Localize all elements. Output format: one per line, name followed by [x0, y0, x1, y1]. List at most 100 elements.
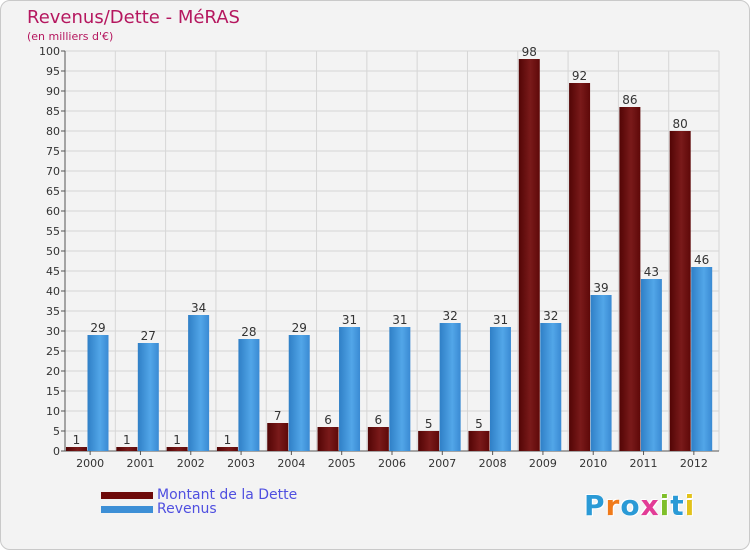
bar-debt-2011	[619, 107, 641, 451]
x-tick-label-2012: 2012	[680, 457, 708, 470]
data-label-debt-2008: 5	[475, 417, 483, 431]
legend-item-revenus: Revenus	[101, 501, 217, 517]
data-label-debt-2012: 80	[673, 117, 688, 131]
data-label-revenus-2004: 29	[292, 321, 307, 335]
y-tick-label: 15	[46, 385, 60, 398]
data-label-revenus-2001: 27	[141, 329, 156, 343]
data-label-debt-2007: 5	[425, 417, 433, 431]
bar-layer	[66, 59, 713, 451]
logo-letter: i	[659, 489, 671, 522]
chart-title: Revenus/Dette - MéRAS	[27, 7, 240, 28]
logo-letter: x	[640, 489, 660, 522]
bar-revenus-2006	[389, 327, 411, 451]
legend-label-debt: Montant de la Dette	[157, 487, 298, 503]
bar-debt-2004	[267, 423, 289, 451]
data-label-debt-2011: 86	[622, 93, 637, 107]
data-label-revenus-2005: 31	[342, 313, 357, 327]
y-tick-label: 100	[39, 45, 60, 58]
data-label-revenus-2002: 34	[191, 301, 206, 315]
bar-debt-2007	[418, 431, 440, 451]
x-tick-label-2004: 2004	[277, 457, 305, 470]
x-tick-label-2000: 2000	[76, 457, 104, 470]
x-tick-label-2010: 2010	[579, 457, 607, 470]
bar-revenus-2001	[137, 343, 159, 451]
bar-debt-2010	[569, 83, 591, 451]
data-label-revenus-2006: 31	[392, 313, 407, 327]
x-tick-label-2003: 2003	[227, 457, 255, 470]
data-label-revenus-2010: 39	[593, 281, 608, 295]
bar-revenus-2000	[87, 335, 109, 451]
bar-revenus-2012	[691, 267, 713, 451]
data-label-debt-2001: 1	[123, 433, 131, 447]
y-tick-label: 35	[46, 305, 60, 318]
bar-debt-2009	[518, 59, 540, 451]
data-label-revenus-2007: 32	[443, 309, 458, 323]
y-tick-label: 55	[46, 225, 60, 238]
logo-letter: i	[684, 489, 696, 522]
y-tick-label: 10	[46, 405, 60, 418]
data-label-debt-2000: 1	[73, 433, 81, 447]
x-tick-label-2002: 2002	[177, 457, 205, 470]
data-label-debt-2006: 6	[375, 413, 383, 427]
logo-letter: t	[670, 489, 685, 522]
y-tick-label: 90	[46, 85, 60, 98]
logo-letter: r	[605, 489, 621, 522]
y-tick-label: 40	[46, 285, 60, 298]
x-tick-label-2006: 2006	[378, 457, 406, 470]
label-layer: 1 29 1 27 1 34 1 28 7 29 6 31 6 31 5 32 5 31 98 32 92 39 86 43 8…	[73, 45, 710, 447]
proxiti-logo: Proxiti	[584, 489, 695, 522]
data-label-revenus-2000: 29	[90, 321, 105, 335]
chart-subtitle: (en milliers d'€)	[27, 30, 114, 43]
y-tick-label: 45	[46, 265, 60, 278]
bar-debt-2001	[116, 447, 138, 451]
bar-debt-2003	[216, 447, 238, 451]
y-tick-label: 60	[46, 205, 60, 218]
data-label-debt-2002: 1	[173, 433, 181, 447]
bar-revenus-2010	[590, 295, 612, 451]
y-tick-label: 65	[46, 185, 60, 198]
y-tick-label: 30	[46, 325, 60, 338]
x-tick-label-2007: 2007	[428, 457, 456, 470]
bar-revenus-2007	[439, 323, 461, 451]
legend-item-debt: Montant de la Dette	[101, 487, 297, 503]
y-tick-label: 70	[46, 165, 60, 178]
data-label-debt-2004: 7	[274, 409, 282, 423]
data-label-revenus-2003: 28	[241, 325, 256, 339]
legend-label-revenus: Revenus	[157, 501, 217, 517]
data-label-debt-2005: 6	[324, 413, 332, 427]
y-tick-label: 85	[46, 105, 60, 118]
x-tick-label-2011: 2011	[630, 457, 658, 470]
bar-debt-2012	[669, 131, 691, 451]
y-tick-label: 20	[46, 365, 60, 378]
bar-revenus-2009	[540, 323, 562, 451]
data-label-debt-2003: 1	[224, 433, 232, 447]
legend-swatch-revenus	[101, 505, 153, 513]
y-tick-label: 80	[46, 125, 60, 138]
logo-letter: P	[584, 489, 606, 522]
bar-revenus-2004	[288, 335, 310, 451]
bar-revenus-2003	[238, 339, 260, 451]
bar-debt-2002	[166, 447, 188, 451]
data-label-debt-2009: 98	[522, 45, 537, 59]
data-label-revenus-2012: 46	[694, 253, 709, 267]
bar-revenus-2005	[339, 327, 361, 451]
bar-debt-2008	[468, 431, 490, 451]
x-tick-label-2008: 2008	[479, 457, 507, 470]
x-tick-label-2001: 2001	[126, 457, 154, 470]
y-tick-label: 0	[53, 445, 60, 458]
y-tick-label: 75	[46, 145, 60, 158]
x-tick-label-2005: 2005	[328, 457, 356, 470]
data-label-revenus-2009: 32	[543, 309, 558, 323]
legend-swatch-debt	[101, 491, 153, 499]
bar-debt-2000	[66, 447, 87, 451]
bar-debt-2005	[317, 427, 339, 451]
y-tick-label: 50	[46, 245, 60, 258]
y-tick-label: 95	[46, 65, 60, 78]
data-label-revenus-2011: 43	[644, 265, 659, 279]
bar-debt-2006	[367, 427, 389, 451]
y-tick-label: 25	[46, 345, 60, 358]
data-label-revenus-2008: 31	[493, 313, 508, 327]
data-label-debt-2010: 92	[572, 69, 587, 83]
